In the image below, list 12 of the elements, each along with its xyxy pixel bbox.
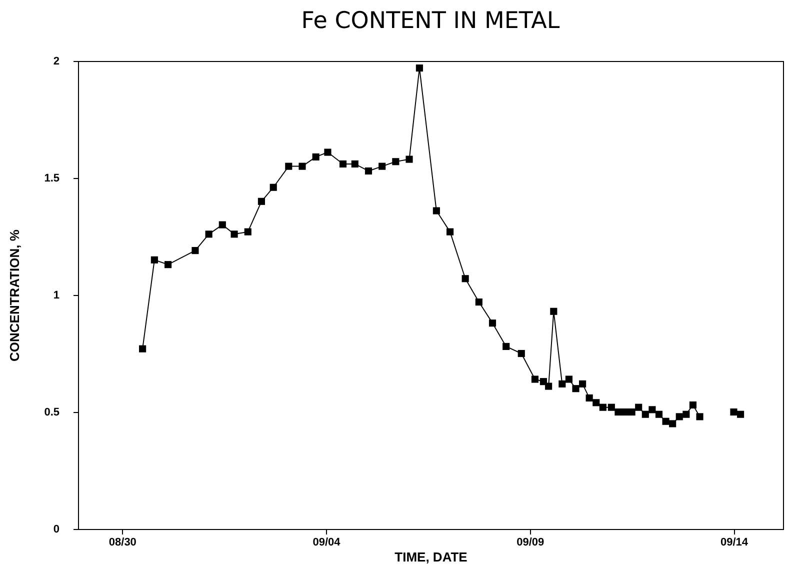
x-axis-title: TIME, DATE bbox=[394, 550, 468, 564]
chart-title: Fe CONTENT IN METAL bbox=[301, 8, 560, 34]
y-axis-title: CONCENTRATION, % bbox=[7, 229, 22, 362]
x-tick-label: 08/30 bbox=[108, 536, 136, 548]
y-tick-label: 0.5 bbox=[44, 406, 60, 418]
y-tick-label: 1 bbox=[53, 290, 60, 302]
x-tick-label: 09/09 bbox=[516, 536, 544, 548]
x-tick-label: 09/14 bbox=[720, 536, 749, 548]
y-tick-label: 0 bbox=[53, 524, 60, 536]
y-tick-label: 2 bbox=[53, 56, 60, 68]
y-tick-label: 1.5 bbox=[44, 172, 60, 184]
x-tick-label: 09/04 bbox=[312, 536, 342, 548]
